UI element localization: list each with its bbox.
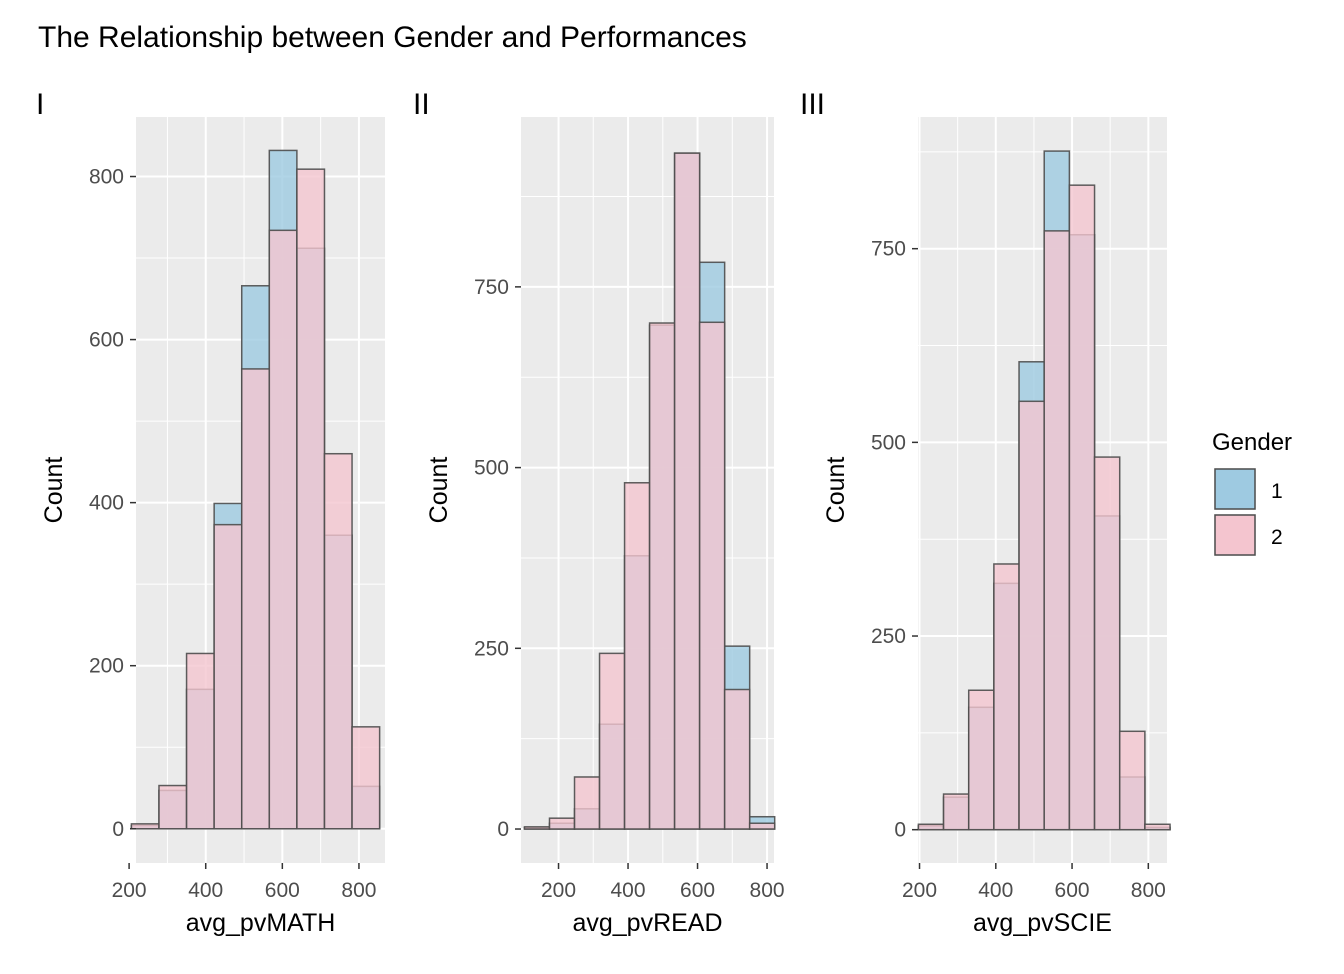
x-tick-label: 600 [1055, 879, 1090, 902]
x-tick-label: 800 [1131, 879, 1166, 902]
bar-gender-2 [1093, 456, 1121, 831]
bar-gender-2 [1144, 823, 1171, 831]
bar-gender-2 [1018, 400, 1045, 831]
bar-gender-2 [598, 652, 626, 830]
figure-title: The Relationship between Gender and Perf… [38, 21, 747, 54]
x-axis-title: avg_pvSCIE [973, 909, 1112, 937]
bar-gender-2 [548, 817, 576, 830]
bar-gender-2 [942, 793, 970, 831]
y-tick-label: 400 [89, 492, 124, 515]
x-tick-label: 200 [902, 879, 937, 902]
bar-gender-2 [623, 482, 651, 830]
y-tick-label: 500 [474, 457, 509, 480]
bar-gender-2 [748, 822, 776, 830]
bar-gender-2 [573, 776, 601, 830]
bar-gender-2 [723, 688, 751, 830]
legend: Gender 12 [1212, 429, 1292, 556]
bar-gender-2 [296, 168, 326, 830]
bar-gender-2 [240, 368, 271, 830]
x-tick-label: 200 [541, 879, 576, 902]
bar-gender-2 [523, 826, 551, 830]
panel-tag: II [413, 88, 430, 121]
chart-panel-3: 200 400 600 800 0 250 500 750 avg_pvSCIE Count III [800, 88, 1171, 937]
y-tick-label: 250 [474, 637, 509, 660]
bar-gender-2 [1068, 184, 1096, 831]
y-axis-title: Count [425, 457, 453, 524]
x-tick-label: 400 [978, 879, 1013, 902]
legend-label: 2 [1271, 526, 1283, 549]
x-tick-label: 600 [265, 879, 300, 902]
y-tick-label: 750 [474, 276, 509, 299]
bar-gender-2 [213, 523, 243, 830]
y-tick-label: 600 [89, 329, 124, 352]
legend-label: 1 [1271, 480, 1283, 503]
x-axis-title: avg_pvMATH [186, 909, 336, 937]
y-tick-label: 750 [871, 238, 906, 261]
x-tick-label: 800 [341, 879, 376, 902]
x-tick-label: 800 [750, 879, 785, 902]
bar-gender-2 [917, 823, 945, 831]
bar-gender-2 [673, 152, 701, 830]
bar-gender-2 [158, 784, 188, 830]
y-tick-label: 0 [894, 819, 906, 842]
panel-tag: III [800, 88, 825, 121]
y-tick-label: 500 [871, 431, 906, 454]
legend-items: 12 [1214, 468, 1283, 556]
x-axis-title: avg_pvREAD [572, 909, 722, 937]
y-tick-label: 200 [89, 655, 124, 678]
x-tick-label: 600 [680, 879, 715, 902]
y-tick-label: 250 [871, 625, 906, 648]
bar-gender-2 [1043, 230, 1071, 831]
legend-swatch-1 [1214, 468, 1256, 510]
chart-panels: 200 400 600 8000200400600800avg_pvMATHCount… [36, 88, 1171, 937]
bar-gender-2 [698, 321, 726, 830]
y-axis-title: Count [40, 457, 68, 524]
y-tick-label: 800 [89, 166, 124, 189]
y-axis-title: Count [822, 457, 850, 524]
y-tick-label: 0 [497, 818, 509, 841]
chart-panel-1: 200 400 600 8000200400600800avg_pvMATHCount… [36, 88, 385, 937]
bar-gender-2 [185, 652, 215, 830]
bar-gender-2 [993, 563, 1020, 831]
legend-title: Gender [1212, 429, 1292, 456]
bar-gender-2 [967, 689, 995, 831]
bar-gender-2 [1118, 730, 1146, 831]
x-tick-label: 200 [112, 879, 147, 902]
x-tick-label: 400 [611, 879, 646, 902]
bar-gender-2 [323, 452, 353, 830]
bar-gender-2 [648, 322, 676, 830]
x-tick-label: 400 [188, 879, 223, 902]
chart-panel-2: 200 400 600 800 0 250 500 750 avg_pvREAD Count II [413, 88, 785, 937]
bar-gender-2 [351, 726, 381, 830]
bar-gender-2 [268, 229, 298, 830]
panel-tag: I [36, 88, 44, 121]
y-tick-label: 0 [112, 818, 124, 841]
legend-swatch-2 [1214, 514, 1256, 556]
